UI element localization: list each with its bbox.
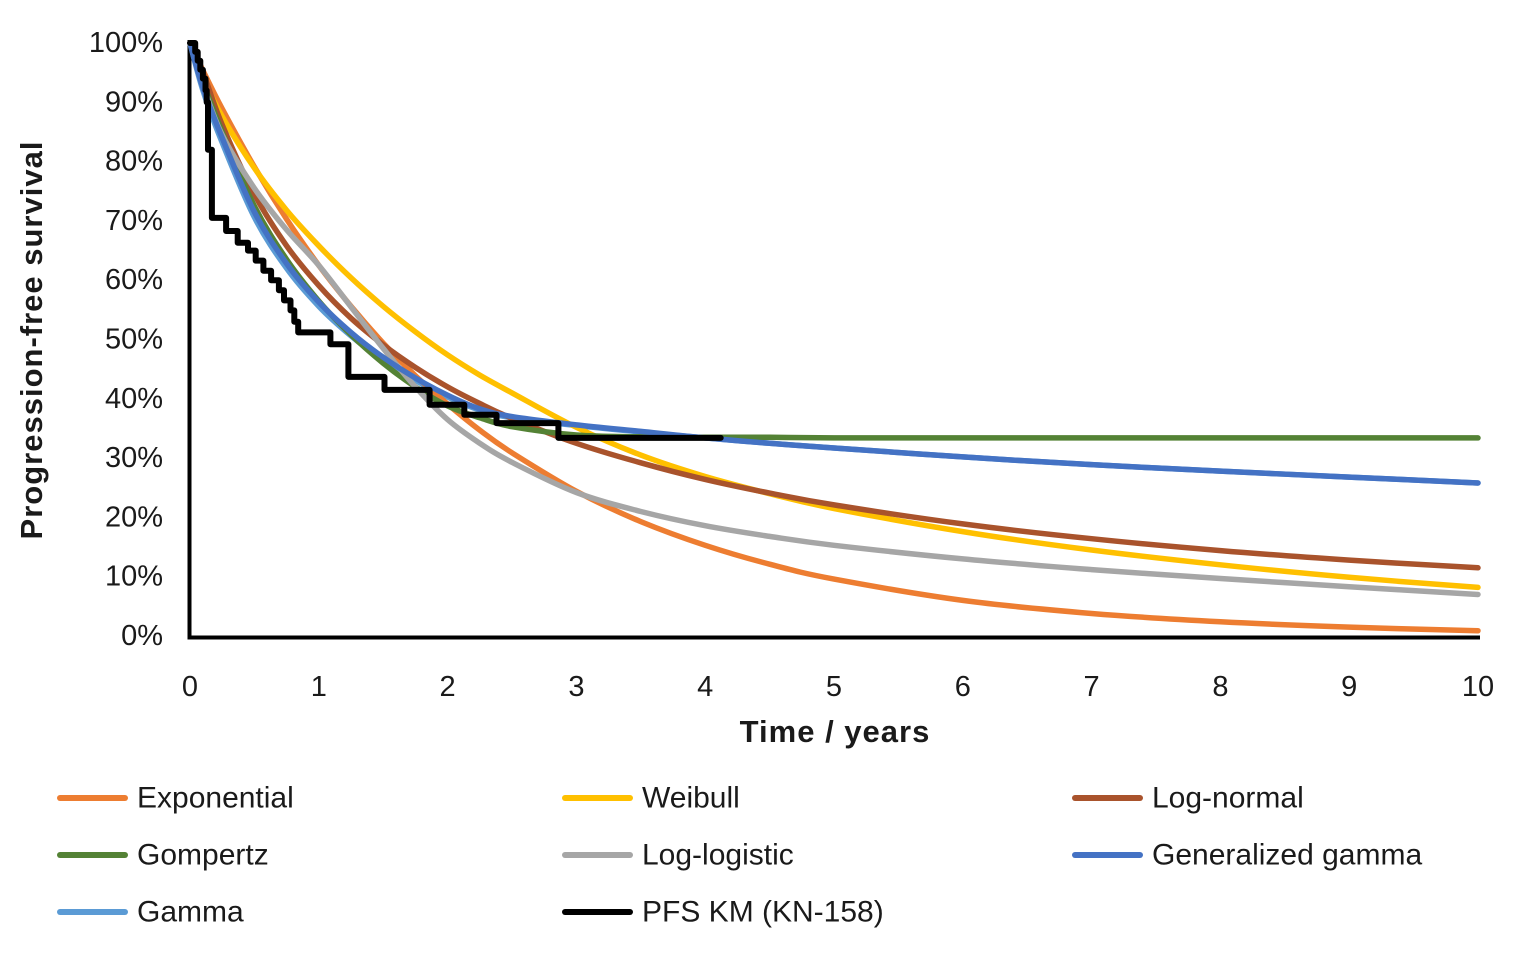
legend-label-generalized-gamma: Generalized gamma bbox=[1152, 839, 1422, 872]
y-axis-tick-labels: 100% 90% 80% 70% 60% 50% 40% 30% 20% 10% 0% bbox=[89, 27, 163, 652]
x-axis-tick-label: 6 bbox=[955, 671, 971, 703]
legend-label-gamma: Gamma bbox=[137, 896, 244, 929]
x-axis-tick-label: 9 bbox=[1341, 671, 1357, 703]
legend: Exponential Weibull Log-normal Gompertz Log-… bbox=[57, 782, 1422, 929]
legend-label-exponential: Exponential bbox=[137, 782, 294, 815]
y-axis-tick-label: 40% bbox=[105, 383, 163, 415]
legend-item-weibull: Weibull bbox=[562, 782, 740, 815]
x-axis-tick-label: 0 bbox=[182, 671, 198, 703]
x-axis-tick-label: 5 bbox=[826, 671, 842, 703]
legend-label-weibull: Weibull bbox=[642, 782, 740, 815]
x-axis-tick-label: 4 bbox=[697, 671, 713, 703]
legend-item-gompertz: Gompertz bbox=[57, 839, 269, 872]
series-line-generalized-gamma bbox=[187, 40, 1481, 486]
legend-label-gompertz: Gompertz bbox=[137, 839, 269, 872]
series-line-weibull bbox=[187, 40, 1481, 591]
legend-item-generalized-gamma: Generalized gamma bbox=[1072, 839, 1422, 872]
y-axis-tick-label: 60% bbox=[105, 264, 163, 296]
x-axis-tick-label: 8 bbox=[1212, 671, 1228, 703]
x-axis-tick-label: 2 bbox=[440, 671, 456, 703]
legend-item-gamma: Gamma bbox=[57, 896, 244, 929]
y-axis-tick-label: 0% bbox=[121, 620, 163, 652]
y-axis-title: Progression-free survival bbox=[14, 141, 49, 540]
y-axis-tick-label: 50% bbox=[105, 324, 163, 356]
legend-item-log-logistic: Log-logistic bbox=[562, 839, 794, 872]
legend-label-pfs-km-kn-158-: PFS KM (KN-158) bbox=[642, 896, 884, 929]
series-line-pfs-km-kn-158- bbox=[187, 40, 724, 441]
x-axis-tick-label: 3 bbox=[568, 671, 584, 703]
x-axis-tick-label: 7 bbox=[1084, 671, 1100, 703]
y-axis-tick-label: 30% bbox=[105, 442, 163, 474]
legend-label-log-logistic: Log-logistic bbox=[642, 839, 794, 872]
y-axis-tick-label: 70% bbox=[105, 205, 163, 237]
axes bbox=[187, 40, 1480, 640]
x-axis-tick-label: 1 bbox=[311, 671, 327, 703]
x-axis-title: Time / years bbox=[740, 714, 931, 749]
legend-item-log-normal: Log-normal bbox=[1072, 782, 1304, 815]
x-axis-tick-label: 10 bbox=[1462, 671, 1494, 703]
legend-item-pfs-km-kn-158-: PFS KM (KN-158) bbox=[562, 896, 884, 929]
legend-item-exponential: Exponential bbox=[57, 782, 294, 815]
series-line-gamma bbox=[187, 40, 1481, 486]
series-line-log-logistic bbox=[187, 40, 1481, 598]
y-axis-tick-label: 100% bbox=[89, 27, 163, 59]
series-curves bbox=[187, 40, 1481, 634]
y-axis-tick-label: 10% bbox=[105, 561, 163, 593]
series-line-exponential bbox=[187, 40, 1481, 634]
x-axis-tick-labels: 0 1 2 3 4 5 6 7 8 9 10 bbox=[182, 671, 1494, 703]
y-axis-tick-label: 20% bbox=[105, 501, 163, 533]
legend-label-log-normal: Log-normal bbox=[1152, 782, 1304, 815]
y-axis-tick-label: 80% bbox=[105, 146, 163, 178]
y-axis-tick-label: 90% bbox=[105, 86, 163, 118]
